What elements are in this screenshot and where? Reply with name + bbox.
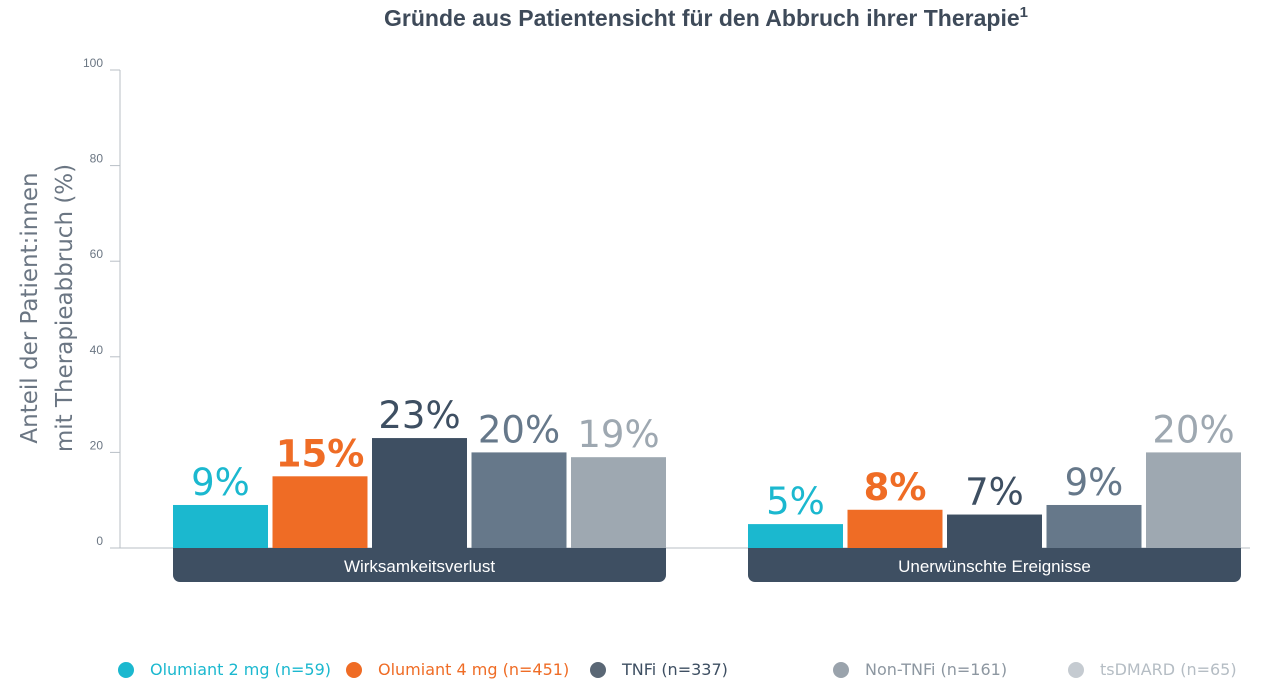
y-axis-label-line-1: Anteil der Patient:innen (17, 172, 43, 443)
data-label: 20% (478, 408, 560, 451)
category-label: Unerwünschte Ereignisse (898, 557, 1091, 576)
legend-label: Olumiant 4 mg (n=451) (378, 660, 570, 679)
data-labels: 9% 15% 23% 20% 19% 5% 8% 7% 9% 20% (191, 394, 1234, 523)
title-superscript: 1 (1020, 4, 1028, 21)
bar (173, 504, 268, 548)
bar (471, 452, 567, 548)
bar (847, 509, 943, 548)
y-tick-label: 40 (90, 343, 104, 357)
legend-item: Olumiant 2 mg (n=59) (118, 660, 331, 679)
legend-dot-icon (590, 661, 606, 678)
chart-title: Gründe aus Patientensicht für den Abbruc… (384, 4, 1028, 31)
bar (272, 476, 368, 548)
bar (372, 438, 467, 548)
bar (571, 457, 666, 548)
y-axis-label-line-2: mit Therapieabbruch (%) (52, 164, 78, 452)
data-label: 19% (577, 413, 659, 456)
legend-label: Olumiant 2 mg (n=59) (150, 660, 331, 679)
legend-label: Non-TNFi (n=161) (865, 660, 1008, 679)
legend-dot-icon (346, 661, 362, 678)
data-label: 5% (766, 480, 825, 523)
data-label: 9% (1065, 461, 1124, 504)
legend-label: tsDMARD (n=65) (1100, 660, 1237, 679)
data-label: 8% (864, 466, 927, 509)
data-label: 9% (191, 461, 250, 504)
y-tick-label: 0 (96, 534, 103, 548)
data-label: 7% (965, 471, 1024, 514)
legend-item: TNFi (n=337) (590, 660, 728, 679)
category-band-top (173, 548, 666, 558)
bar (947, 514, 1042, 548)
y-tick-label: 80 (90, 152, 104, 166)
y-tick-label: 60 (90, 247, 104, 261)
legend-item: Non-TNFi (n=161) (833, 660, 1007, 679)
bars (173, 438, 1241, 548)
bar (1046, 504, 1142, 548)
y-tick-label: 20 (90, 438, 104, 452)
legend-item: Olumiant 4 mg (n=451) (346, 660, 569, 679)
legend-dot-icon (118, 661, 134, 678)
category-label: Wirksamkeitsverlust (344, 557, 495, 576)
category-bands: Wirksamkeitsverlust Unerwünschte Ereignis… (173, 548, 1241, 582)
data-label: 23% (378, 394, 460, 437)
legend-dot-icon (833, 661, 849, 678)
data-label: 20% (1152, 408, 1234, 451)
category-band-top (748, 548, 1241, 558)
data-label: 15% (276, 432, 365, 475)
legend-item: tsDMARD (n=65) (1068, 660, 1237, 679)
bar (1146, 452, 1241, 548)
legend-label: TNFi (n=337) (622, 660, 728, 679)
legend: Olumiant 2 mg (n=59) Olumiant 4 mg (n=451… (0, 660, 1263, 690)
bar (748, 524, 843, 548)
y-tick-label: 100 (83, 56, 103, 70)
legend-dot-icon (1068, 661, 1084, 678)
chart: Gründe aus Patientensicht für den Abbruc… (17, 4, 1250, 582)
